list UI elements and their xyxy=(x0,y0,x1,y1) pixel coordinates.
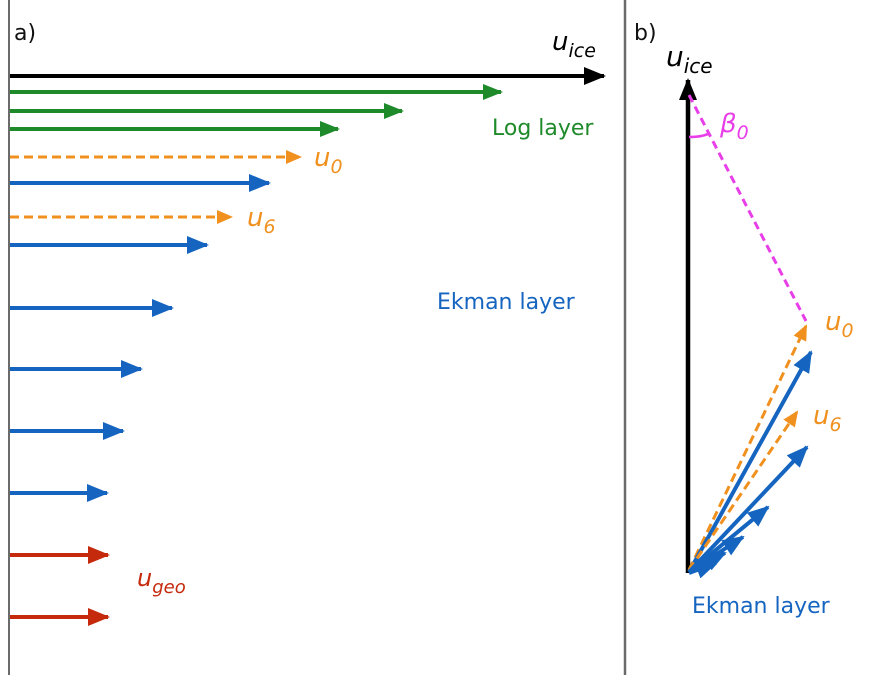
panel-a-label: a) xyxy=(14,21,36,46)
u6-label-b: u6 xyxy=(813,401,842,436)
ekman-arrow-b-1 xyxy=(687,350,813,573)
beta0-angle-arc xyxy=(688,131,711,139)
panel-a: a) uice Log layer u0 u6 Ekman layer ugeo xyxy=(10,21,606,626)
u-ice-label-b: uice xyxy=(666,40,713,78)
u-ice-label: uice xyxy=(552,27,596,62)
u0-dashed-arrow-b xyxy=(687,324,808,571)
u0-label: u0 xyxy=(314,143,343,178)
ekman-arrow-b-6 xyxy=(688,561,718,579)
u6-label: u6 xyxy=(247,203,276,238)
beta0-label: β0 xyxy=(719,109,749,144)
ekman-layer-label-b: Ekman layer xyxy=(692,594,831,619)
panel-b-label: b) xyxy=(634,21,657,46)
ekman-layer-label-a: Ekman layer xyxy=(437,290,576,315)
u0-label-b: u0 xyxy=(825,307,854,342)
panel-frames xyxy=(8,0,627,675)
log-layer-label: Log layer xyxy=(492,116,594,141)
panel-b: b) uice β0 u0 u6 Ekman layer xyxy=(634,21,854,619)
u6-dashed-arrow-b xyxy=(687,410,799,571)
u-geo-label: ugeo xyxy=(137,564,186,598)
